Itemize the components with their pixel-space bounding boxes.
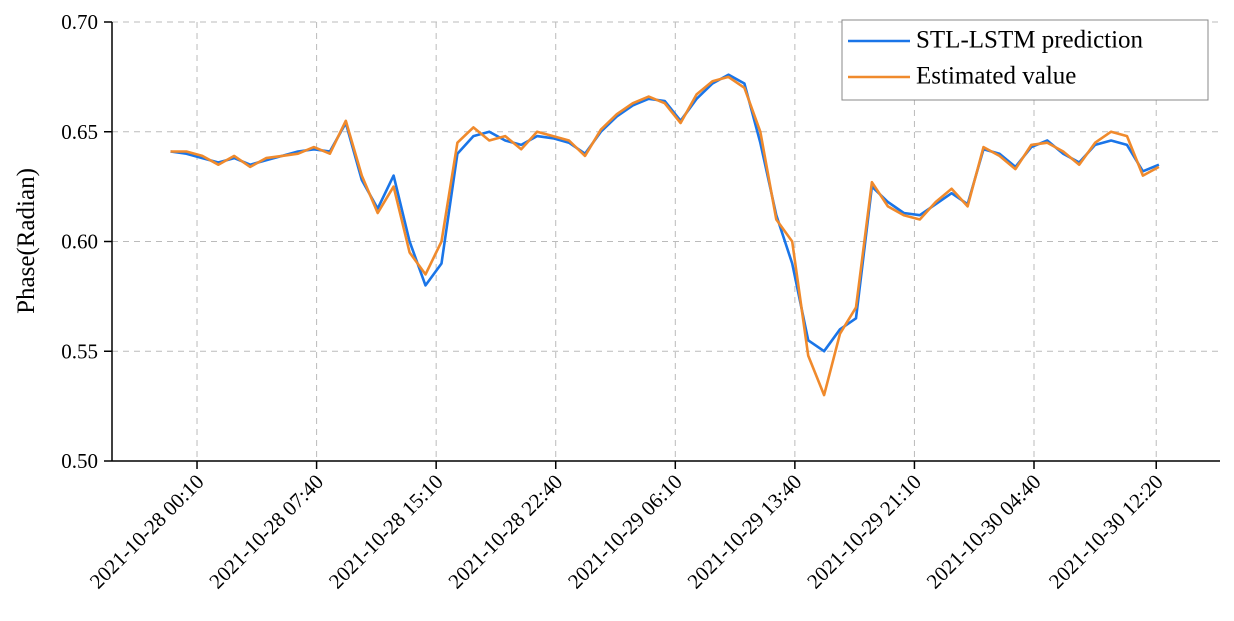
x-tick-label: 2021-10-30 12:20: [1044, 470, 1168, 594]
series-line: [170, 75, 1160, 397]
x-tick-label: 2021-10-28 07:40: [204, 470, 328, 594]
x-tick-label: 2021-10-28 22:40: [443, 470, 567, 594]
y-tick-label: 0.55: [61, 339, 98, 363]
legend-label: Estimated value: [916, 63, 1076, 90]
y-axis-label: Phase(Radian): [13, 168, 40, 314]
legend-box: [841, 19, 1209, 101]
x-tick-label: 2021-10-29 13:40: [683, 470, 807, 594]
y-tick-label: 0.60: [61, 230, 98, 254]
x-tick-label: 2021-10-28 15:10: [324, 470, 448, 594]
x-tick-label: 2021-10-28 00:10: [85, 470, 209, 594]
x-tick-label: 2021-10-29 21:10: [802, 470, 926, 594]
y-tick-label: 0.65: [61, 120, 98, 144]
legend-label: STL-LSTM prediction: [916, 27, 1144, 54]
legend: STL-LSTM prediction Estimated value: [841, 19, 1209, 101]
series-line: [170, 73, 1160, 353]
x-tick-label: 2021-10-29 06:10: [563, 470, 687, 594]
y-tick-label: 0.50: [61, 449, 98, 473]
y-tick-label: 0.70: [61, 10, 98, 34]
x-tick-label: 2021-10-30 04:40: [922, 470, 1046, 594]
